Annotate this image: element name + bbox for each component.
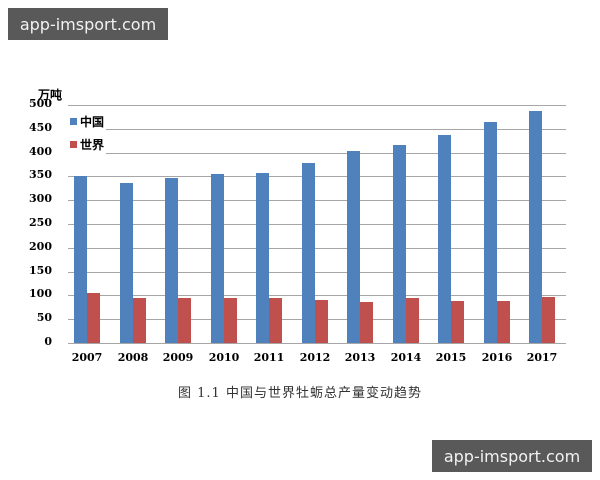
bar-china-2007 <box>74 176 87 343</box>
y-tick-label: 100 <box>29 287 52 300</box>
x-tick-label: 2010 <box>208 351 240 364</box>
y-tick-label: 0 <box>44 335 52 348</box>
bar-world-2007 <box>87 293 100 343</box>
y-axis-unit-label: 万吨 <box>38 88 63 102</box>
bar-china-2009 <box>165 178 178 343</box>
bar-world-2012 <box>315 300 328 343</box>
gridline <box>68 176 566 177</box>
gridline <box>68 200 566 201</box>
bar-china-2013 <box>347 151 360 343</box>
y-tick-label: 400 <box>29 145 52 158</box>
bar-world-2013 <box>360 302 373 343</box>
bar-world-2010 <box>224 298 237 343</box>
bar-china-2016 <box>484 122 497 343</box>
legend-item-china: 中国 <box>70 110 104 133</box>
x-tick-label: 2007 <box>71 351 103 364</box>
gridline <box>68 343 566 344</box>
gridline <box>68 272 566 273</box>
bar-world-2009 <box>178 298 191 343</box>
y-tick-label: 200 <box>29 240 52 253</box>
x-tick-label: 2017 <box>526 351 558 364</box>
y-tick-label: 150 <box>29 264 52 277</box>
y-tick-label: 500 <box>29 97 52 110</box>
bar-china-2012 <box>302 163 315 343</box>
bar-china-2011 <box>256 173 269 343</box>
x-tick-label: 2015 <box>435 351 467 364</box>
bar-chart: 万吨 0 50 100 150 200 250 300 350 400 450 500 2007 20… <box>29 88 566 401</box>
legend-label: 世界 <box>80 138 105 152</box>
y-tick-label: 450 <box>29 121 52 134</box>
legend-swatch-icon <box>70 141 77 148</box>
bar-world-2014 <box>406 298 419 343</box>
figure-caption: 图 1.1 中国与世界牡蛎总产量变动趋势 <box>178 386 422 401</box>
bar-world-2016 <box>497 301 510 343</box>
gridline <box>68 248 566 249</box>
bar-china-2015 <box>438 135 451 343</box>
y-tick-label: 50 <box>36 311 52 324</box>
gridline <box>68 295 566 296</box>
x-tick-label: 2008 <box>117 351 149 364</box>
y-tick-label: 300 <box>29 192 52 205</box>
legend: 中国 世界 <box>68 110 107 156</box>
gridline <box>68 105 566 106</box>
y-tick-label: 250 <box>29 216 52 229</box>
bar-china-2008 <box>120 183 133 343</box>
gridline <box>68 224 566 225</box>
x-tick-label: 2013 <box>344 351 376 364</box>
legend-item-world: 世界 <box>70 133 104 156</box>
x-tick-label: 2011 <box>253 351 285 364</box>
x-tick-label: 2016 <box>481 351 513 364</box>
bar-world-2017 <box>542 297 555 343</box>
x-tick-label: 2012 <box>299 351 331 364</box>
bar-world-2011 <box>269 298 282 343</box>
x-tick-label: 2009 <box>162 351 194 364</box>
watermark-top: app-imsport.com <box>8 8 168 40</box>
bar-china-2014 <box>393 145 406 343</box>
gridline <box>68 153 566 154</box>
gridline <box>68 129 566 130</box>
legend-label: 中国 <box>80 115 105 129</box>
bar-world-2008 <box>133 298 146 343</box>
legend-swatch-icon <box>70 118 77 125</box>
y-tick-label: 350 <box>29 168 52 181</box>
watermark-bottom: app-imsport.com <box>432 440 592 472</box>
x-tick-label: 2014 <box>390 351 422 364</box>
bar-world-2015 <box>451 301 464 343</box>
bar-china-2010 <box>211 174 224 343</box>
bar-china-2017 <box>529 111 542 343</box>
